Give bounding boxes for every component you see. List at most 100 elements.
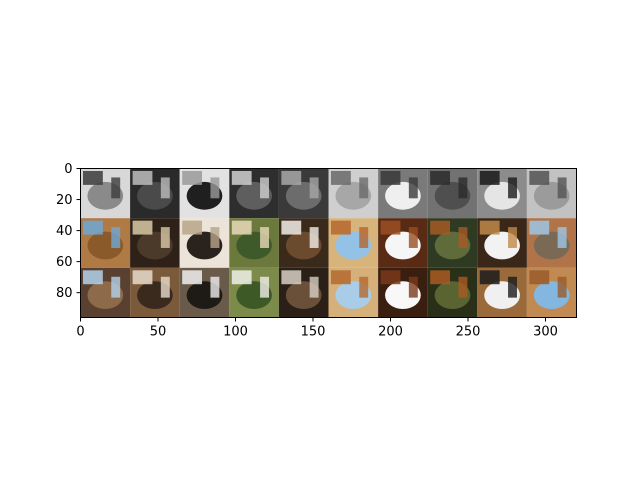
tile-detail — [359, 177, 369, 199]
y-tick-label: 80 — [56, 286, 73, 301]
tile-accent — [529, 270, 550, 285]
image-tile — [179, 267, 230, 318]
tile-accent — [132, 170, 153, 185]
x-tick-label: 50 — [150, 325, 167, 340]
tile-detail — [160, 177, 170, 199]
tile-detail — [309, 276, 319, 298]
tile-detail — [508, 177, 517, 199]
x-tick-label: 250 — [456, 325, 481, 340]
tile-accent — [281, 170, 302, 185]
tile-accent — [430, 220, 451, 235]
tile-accent — [529, 170, 550, 185]
tile-accent — [479, 270, 500, 285]
tile-accent — [380, 220, 401, 235]
tile-detail — [210, 177, 220, 199]
tile-accent — [479, 170, 500, 185]
image-tile — [80, 168, 131, 219]
image-tile — [229, 168, 279, 219]
image-tile — [80, 218, 131, 268]
tile-detail — [408, 177, 418, 199]
image-tile — [427, 218, 478, 268]
tile-accent — [430, 170, 451, 185]
image-tile — [477, 267, 527, 318]
tile-detail — [210, 276, 220, 298]
image-tile — [130, 218, 180, 268]
tile-accent — [182, 270, 203, 285]
tile-detail — [458, 227, 468, 248]
image-tile — [80, 267, 131, 318]
tile-detail — [359, 276, 369, 298]
y-tick-label: 40 — [56, 224, 73, 239]
tile-accent — [330, 270, 351, 285]
x-tick-label: 200 — [378, 325, 403, 340]
tile-accent — [330, 220, 351, 235]
tile-detail — [408, 276, 418, 298]
image-tile — [378, 218, 428, 268]
image-tile — [229, 267, 279, 318]
y-axis-ticks: 0 20 40 60 80 — [56, 162, 81, 301]
image-tile — [526, 218, 577, 268]
tile-detail — [458, 177, 468, 199]
tile-accent — [430, 270, 451, 285]
image-tile — [179, 218, 230, 268]
image-tile — [526, 267, 577, 318]
y-tick-label: 20 — [56, 193, 73, 208]
tile-accent — [82, 270, 103, 285]
image-tile — [427, 267, 478, 318]
tile-accent — [529, 220, 550, 235]
tile-detail — [458, 276, 468, 298]
tile-accent — [380, 270, 401, 285]
tile-detail — [260, 276, 269, 298]
tile-accent — [182, 170, 203, 185]
image-tile — [477, 168, 527, 219]
tile-accent — [380, 170, 401, 185]
tile-accent — [82, 220, 103, 235]
tile-detail — [260, 177, 269, 199]
tile-detail — [309, 227, 319, 248]
tile-accent — [330, 170, 351, 185]
image-tile — [328, 168, 379, 219]
tile-detail — [359, 227, 369, 248]
image-tile — [526, 168, 577, 219]
image-tile — [378, 267, 428, 318]
tile-accent — [231, 270, 252, 285]
tile-accent — [132, 220, 153, 235]
tile-detail — [111, 177, 121, 199]
tile-accent — [479, 220, 500, 235]
tile-detail — [160, 227, 170, 248]
y-tick-label: 0 — [64, 162, 72, 177]
tile-detail — [260, 227, 269, 248]
tile-detail — [160, 276, 170, 298]
tile-detail — [557, 177, 567, 199]
image-tile — [278, 218, 329, 268]
x-tick-label: 300 — [533, 325, 558, 340]
image-tile — [130, 267, 180, 318]
tile-accent — [182, 220, 203, 235]
tile-detail — [557, 276, 567, 298]
image-tiles — [80, 168, 577, 318]
image-tile — [477, 218, 527, 268]
image-tile — [179, 168, 230, 219]
tile-detail — [111, 227, 121, 248]
image-tile — [130, 168, 180, 219]
tile-detail — [210, 227, 220, 248]
image-tile — [378, 168, 428, 219]
x-tick-label: 0 — [76, 325, 84, 340]
tile-accent — [281, 270, 302, 285]
tile-detail — [508, 227, 517, 248]
image-tile — [427, 168, 478, 219]
y-tick-label: 60 — [56, 255, 73, 270]
tile-detail — [309, 177, 319, 199]
x-tick-label: 150 — [301, 325, 326, 340]
tile-accent — [281, 220, 302, 235]
tile-detail — [508, 276, 517, 298]
axes-frame — [80, 168, 577, 318]
tile-accent — [231, 220, 252, 235]
tile-accent — [231, 170, 252, 185]
tile-accent — [82, 170, 103, 185]
image-tile — [278, 168, 329, 219]
image-tile — [278, 267, 329, 318]
tile-detail — [557, 227, 567, 248]
image-tile — [328, 267, 379, 318]
